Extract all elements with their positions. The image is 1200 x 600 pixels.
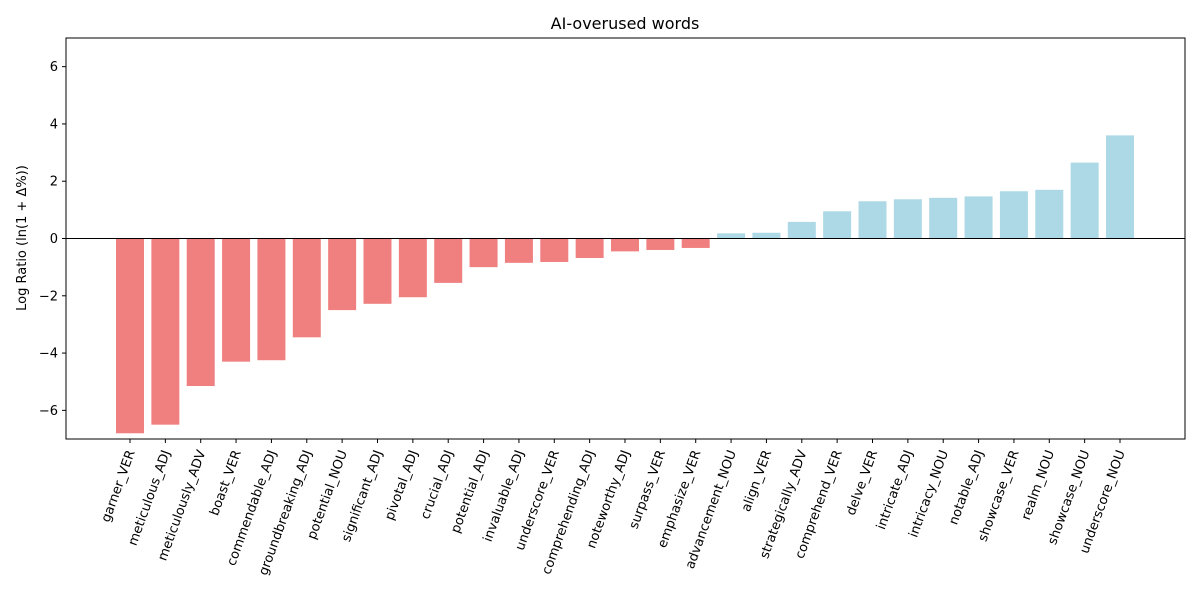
bar-boast_VER <box>222 238 251 362</box>
bar-notable_ADJ <box>964 196 993 239</box>
chart-title: AI-overused words <box>551 14 700 33</box>
y-axis-label: Log Ratio (ln(1 + Δ%)) <box>15 165 30 311</box>
bar-meticulous_ADJ <box>151 238 180 425</box>
bar-realm_NOU <box>1035 189 1064 239</box>
bar-showcase_VER <box>999 191 1028 239</box>
bar-showcase_NOU <box>1070 162 1099 239</box>
bar-significant_ADJ <box>363 238 392 304</box>
x-tick-label: garner_VER <box>99 448 139 524</box>
y-tick-label: 2 <box>50 175 58 190</box>
bar-meticulously_ADV <box>186 238 215 387</box>
bar-intricacy_NOU <box>929 197 958 239</box>
bar-underscore_NOU <box>1106 135 1134 239</box>
bar-potential_NOU <box>328 238 357 311</box>
bar-underscore_VER <box>540 238 569 262</box>
bar-crucial_ADJ <box>434 238 463 283</box>
y-tick-label: −4 <box>39 347 58 362</box>
bar-groundbreaking_ADJ <box>292 238 321 338</box>
bar-potential_ADJ <box>469 238 498 268</box>
y-tick-label: −2 <box>39 289 58 304</box>
x-tick-label: crucial_ADJ <box>418 448 457 521</box>
bar-intricate_ADJ <box>893 199 922 239</box>
x-tick-label: surpass_VER <box>627 448 669 531</box>
y-tick-label: −6 <box>39 404 58 419</box>
bar-invaluable_ADJ <box>504 238 533 263</box>
y-tick-label: 6 <box>50 60 58 75</box>
bar-comprehend_VER <box>823 211 852 239</box>
bars-layer <box>116 135 1134 434</box>
bar-delve_VER <box>858 201 887 239</box>
bar-noteworthy_ADJ <box>611 238 639 252</box>
bar-surpass_VER <box>646 238 675 250</box>
bar-comprehending_ADJ <box>575 238 604 258</box>
y-axis: −6 −4 −2 0 2 4 6 <box>39 60 66 419</box>
x-tick-label: delve_VER <box>844 448 881 517</box>
bar-advancement_NOU <box>717 233 746 239</box>
x-tick-label: intricate_ADJ <box>874 448 917 531</box>
plot-frame <box>65 37 1186 440</box>
x-tick-label: align_VER <box>739 448 775 514</box>
x-tick-label: boast_VER <box>207 448 245 518</box>
y-tick-label: 4 <box>50 117 58 132</box>
x-tick-label: realm_NOU <box>1019 448 1058 522</box>
bar-emphasize_VER <box>681 238 710 248</box>
bar-strategically_ADV <box>787 221 816 239</box>
bar-commendable_ADJ <box>257 238 286 361</box>
y-tick-label: 0 <box>50 232 58 247</box>
x-tick-label: notable_ADJ <box>946 448 987 527</box>
bar-garner_VER <box>116 238 144 434</box>
x-tick-label: pivotal_ADJ <box>382 448 421 522</box>
bar-align_VER <box>752 232 781 239</box>
x-axis: garner_VERmeticulous_ADJmeticulously_ADV… <box>99 439 1129 578</box>
bar-pivotal_ADJ <box>398 238 427 298</box>
